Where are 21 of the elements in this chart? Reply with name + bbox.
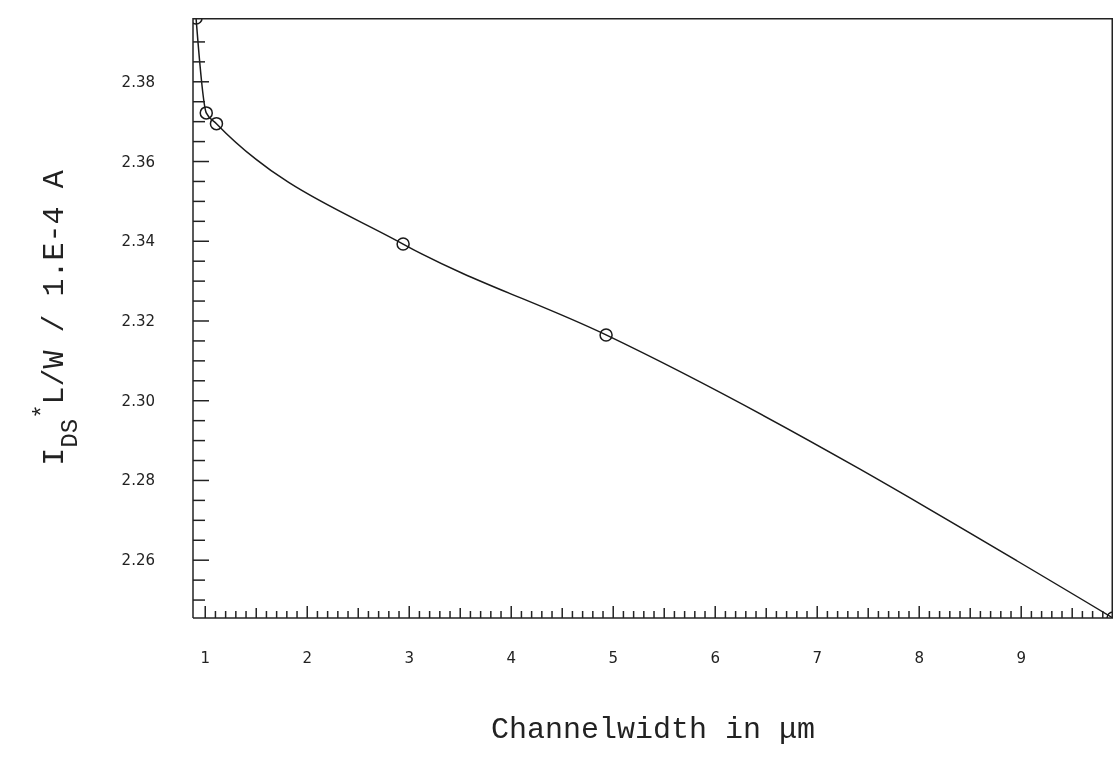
x-tick-label: 2 <box>302 649 313 667</box>
x-tick-label: 6 <box>710 649 720 667</box>
x-tick-label: 7 <box>812 649 822 667</box>
y-tick-label: 2.28 <box>121 471 155 490</box>
point <box>199 106 214 120</box>
y-tick-label: 2.26 <box>121 551 155 570</box>
y-tick-label: 2.36 <box>121 152 155 171</box>
point <box>209 116 224 131</box>
x-tick-label: 4 <box>506 649 516 667</box>
y-tick-label: 2.32 <box>121 311 155 330</box>
y-tick-label: 2.34 <box>121 232 155 251</box>
point <box>396 237 410 251</box>
x-tick-label: 5 <box>608 649 618 667</box>
y-tick-label: 2.30 <box>121 391 155 410</box>
y-tick-label: 2.38 <box>121 72 155 91</box>
x-tick-label: 8 <box>914 649 924 667</box>
point <box>599 328 613 342</box>
x-tick-label: 3 <box>404 649 414 667</box>
x-tick-label: 1 <box>200 649 211 667</box>
x-tick-label: 9 <box>1016 649 1026 667</box>
x-axis-title: Channelwidth in μm <box>490 713 816 747</box>
